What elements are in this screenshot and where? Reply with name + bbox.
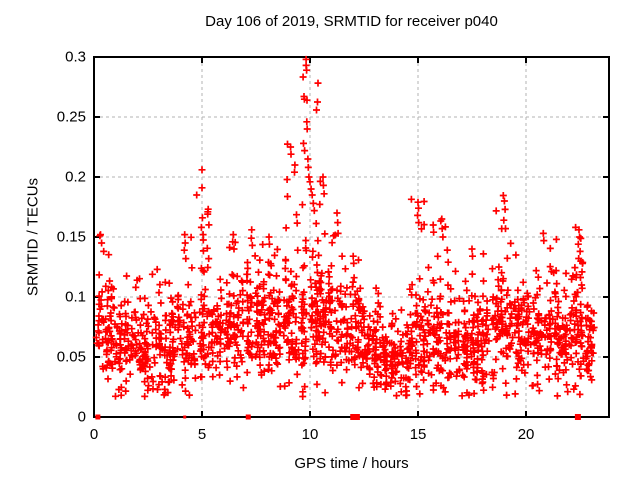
x-tick-label: 20: [517, 426, 535, 443]
scatter-series: [92, 55, 598, 400]
x-tick-label: 10: [301, 426, 319, 443]
chart-title: Day 106 of 2019, SRMTID for receiver p04…: [205, 13, 498, 30]
zero-markers: [95, 414, 581, 420]
y-tick-label: 0.05: [56, 348, 86, 366]
zero-marker: [245, 414, 251, 420]
y-tick-label: 0.15: [56, 228, 86, 246]
y-tick-label: 0.1: [65, 288, 86, 306]
zero-marker: [353, 414, 360, 420]
y-tick-label: 0.3: [65, 48, 86, 66]
zero-marker: [183, 415, 187, 419]
zero-marker: [574, 414, 581, 420]
y-tick-label: 0: [77, 408, 86, 426]
y-tick-label: 0.2: [65, 168, 86, 186]
x-tick-label: 5: [197, 426, 207, 443]
x-tick-label: 15: [409, 426, 427, 443]
zero-marker: [95, 414, 101, 420]
x-axis-label: GPS time / hours: [294, 455, 409, 472]
y-tick-label: 0.25: [56, 108, 86, 126]
x-tick-label: 0: [89, 426, 99, 443]
zero-marker: [350, 414, 357, 420]
